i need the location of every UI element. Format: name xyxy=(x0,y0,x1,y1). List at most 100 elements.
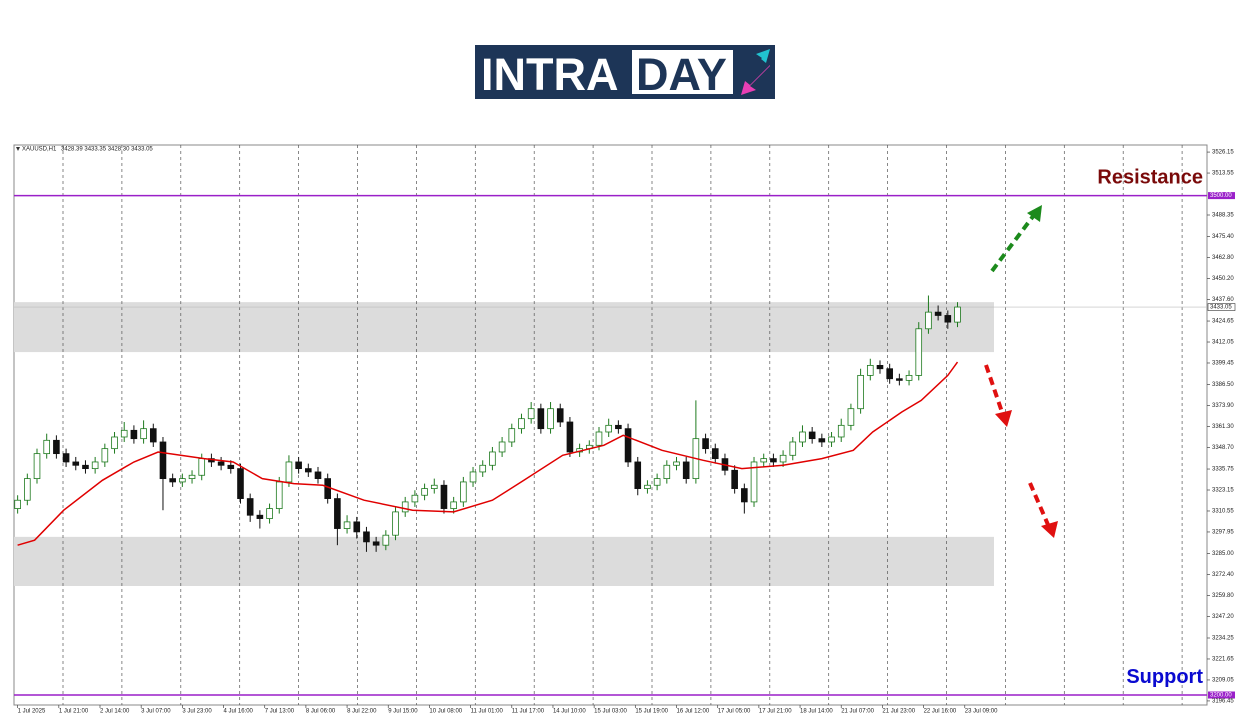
candle-body xyxy=(440,484,448,509)
x-tick-label: 17 Jul 05:00 xyxy=(718,709,751,715)
candle-body xyxy=(605,424,612,433)
candle-body xyxy=(392,511,399,536)
x-tick-label: 17 Jul 21:00 xyxy=(759,709,792,715)
candle-body xyxy=(111,436,118,450)
y-tick-label: 3348.70 xyxy=(1212,445,1234,451)
y-tick-label: 3373.90 xyxy=(1212,403,1234,409)
candle-body xyxy=(227,464,235,470)
y-tick-label: 3424.65 xyxy=(1212,319,1234,325)
y-tick-label: 3412.05 xyxy=(1212,340,1234,346)
x-tick-label: 8 Jul 06:00 xyxy=(306,709,336,715)
candle-body xyxy=(198,458,206,476)
candle-body xyxy=(624,428,632,463)
y-tick-label: 3209.05 xyxy=(1212,678,1234,684)
candle-body xyxy=(314,471,322,480)
candle-body xyxy=(82,464,89,470)
x-tick-label: 8 Jul 22:00 xyxy=(347,709,377,715)
level-tag xyxy=(1208,192,1235,200)
candle-body xyxy=(169,478,176,483)
candle-body xyxy=(944,315,952,323)
candle-body xyxy=(847,408,855,426)
x-tick-label: 16 Jul 12:00 xyxy=(677,709,710,715)
candle-body xyxy=(760,458,768,463)
logo-arrow xyxy=(741,49,770,79)
candle-body xyxy=(450,501,457,509)
candle-body xyxy=(382,534,390,546)
x-tick-label: 7 Jul 13:00 xyxy=(265,709,295,715)
levels: 3500.00 Resistance 3200.00 Support xyxy=(14,167,1235,699)
candle-body xyxy=(547,408,554,430)
moving-average xyxy=(17,361,959,546)
arrow-head xyxy=(995,410,1012,427)
level-tag xyxy=(1208,691,1235,699)
grid xyxy=(62,145,1183,705)
zones xyxy=(14,302,994,586)
logo-arrow xyxy=(741,65,770,95)
x-tick-label: 22 Jul 16:00 xyxy=(924,709,957,715)
candle-body xyxy=(120,429,128,438)
y-tick-label: 3475.40 xyxy=(1212,234,1234,240)
candle-body xyxy=(43,439,51,455)
candle-body xyxy=(837,424,845,438)
x-tick-label: 15 Jul 03:00 xyxy=(594,709,627,715)
x-tick-label: 21 Jul 23:00 xyxy=(882,709,915,715)
logo-box xyxy=(632,50,733,94)
logo: INTRA DAY xyxy=(475,45,775,100)
candle-body xyxy=(527,408,535,420)
candle-body xyxy=(653,478,661,486)
candle-body xyxy=(750,461,758,503)
candles xyxy=(14,295,961,552)
x-tick-label: 1 Jul 21:00 xyxy=(59,709,89,715)
candle-body xyxy=(905,374,913,381)
candle-body xyxy=(430,484,438,489)
candle-body xyxy=(518,418,525,430)
x-tick-label: 10 Jul 08:00 xyxy=(429,709,462,715)
y-tick-label: 3462.80 xyxy=(1212,255,1234,261)
y-tick-label: 3221.65 xyxy=(1212,657,1234,663)
y-tick-label: 3386.50 xyxy=(1212,382,1234,388)
candle-body xyxy=(266,508,273,519)
candle-body xyxy=(256,514,264,519)
last-price-label: 3433.05 xyxy=(1210,305,1232,311)
y-tick-label: 3310.55 xyxy=(1212,509,1234,515)
symbol: XAUUSD,H1 xyxy=(22,147,57,153)
last-price-tag xyxy=(1207,303,1236,311)
x-tick-label: 18 Jul 14:00 xyxy=(800,709,833,715)
candle-body xyxy=(508,428,516,443)
candle-body xyxy=(915,328,923,376)
candle-body xyxy=(634,461,642,489)
y-tick-label: 3272.40 xyxy=(1212,572,1234,578)
candle-body xyxy=(556,408,564,423)
y-tick-label: 3399.45 xyxy=(1212,361,1234,367)
candle-body xyxy=(954,306,961,323)
arrow-up xyxy=(990,213,1036,273)
plot-frame xyxy=(13,144,1208,706)
candle-body xyxy=(53,439,60,455)
level-tag-label: 3500.00 xyxy=(1210,193,1232,199)
candle-body xyxy=(372,541,380,546)
scenario-arrows xyxy=(984,205,1058,538)
y-tick-label: 3297.95 xyxy=(1212,530,1234,536)
candle-body xyxy=(595,431,603,446)
arrow-down xyxy=(1028,482,1051,528)
x-tick-label: 21 Jul 07:00 xyxy=(841,709,874,715)
x-tick-label: 9 Jul 15:00 xyxy=(388,709,418,715)
ohlc-readout: 3428.39 3433.35 3428.30 3433.05 xyxy=(61,147,153,153)
x-tick-label: 3 Jul 07:00 xyxy=(141,709,171,715)
axes: 3526.15 3513.55 3488.35 3475.40 3462.80 3450.… xyxy=(17,150,1236,715)
candle-body xyxy=(566,421,574,453)
candle-body xyxy=(731,469,738,489)
candle-body xyxy=(711,448,719,460)
candle-body xyxy=(411,494,419,503)
candle-body xyxy=(789,441,797,456)
level-tag-label: 3200.00 xyxy=(1210,693,1232,699)
y-tick-label: 3247.20 xyxy=(1212,614,1234,620)
candle-body xyxy=(188,474,196,480)
candle-body xyxy=(353,521,361,533)
y-tick-label: 3361.30 xyxy=(1212,424,1234,430)
candle-body xyxy=(275,481,283,509)
zone xyxy=(14,302,994,353)
candle-body xyxy=(305,468,312,473)
candle-body xyxy=(682,461,690,480)
